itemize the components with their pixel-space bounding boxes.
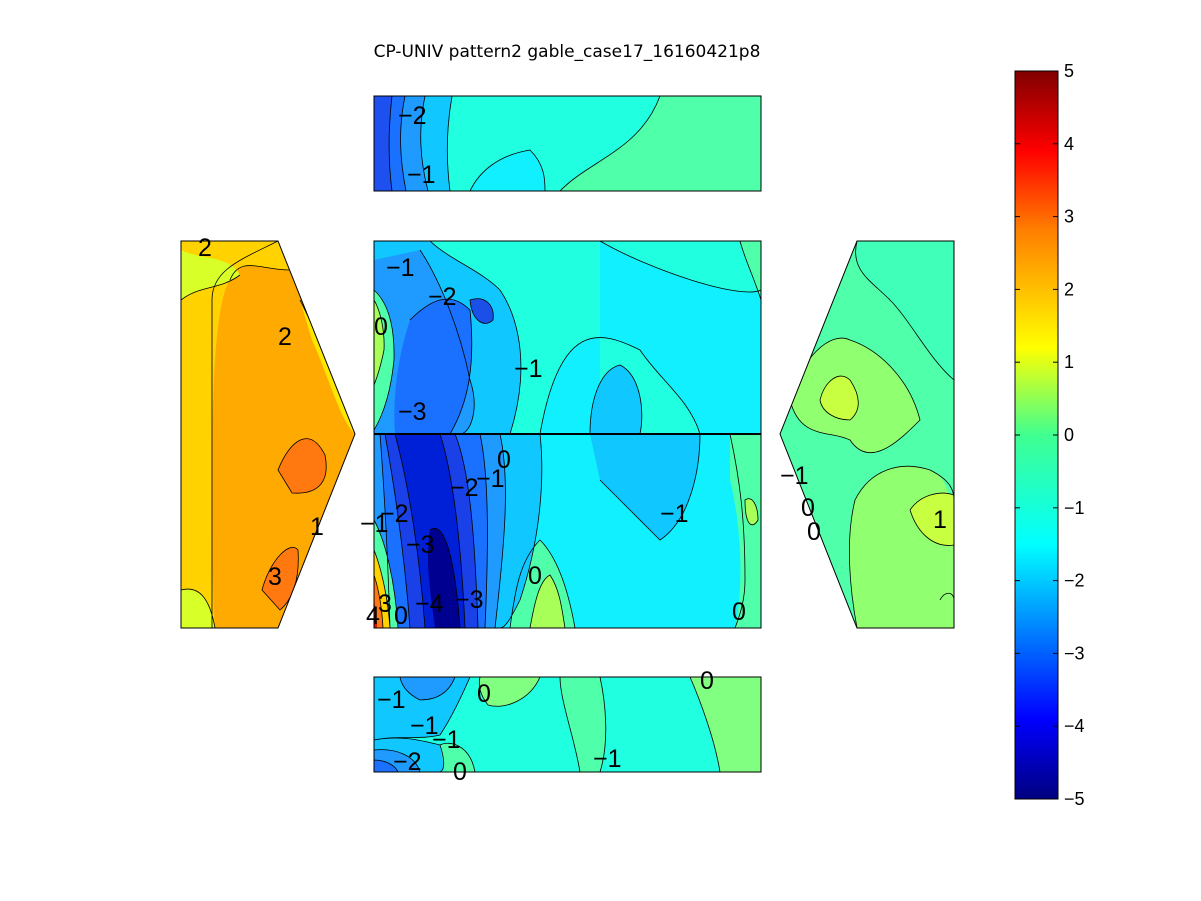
colorbar-tick-label: 5 [1064, 61, 1074, 81]
roof-upper-label-3: 0 [374, 313, 388, 341]
top-contour-lines [388, 96, 661, 191]
roof-lower-red-corner [374, 600, 377, 628]
left-region-orange-hot1 [278, 438, 327, 494]
roof-lower-label-7: −1 [360, 510, 389, 538]
right-gable-frame [779, 240, 955, 629]
left-region-lime-bottom [181, 589, 215, 628]
right-region-lime2 [910, 493, 954, 546]
colorbar-tick-label: −3 [1064, 643, 1085, 663]
roof-upper-blue-island [470, 298, 494, 324]
right-label-2: 0 [801, 494, 815, 522]
face-bottom-strip [374, 677, 761, 772]
top-contour-labels: −2 −1 [398, 102, 436, 189]
right-label-3: 0 [807, 518, 821, 546]
bottom-label-1: −1 [377, 686, 406, 714]
left-region-orange-hot2 [262, 547, 299, 610]
colorbar-gradient [1014, 70, 1059, 800]
right-region-green-top [855, 241, 954, 380]
colorbar-tick-label: 2 [1064, 279, 1074, 299]
roof-upper-label-4: −1 [514, 355, 543, 383]
left-region-yellow [181, 241, 290, 628]
left-label-2: 2 [278, 323, 292, 351]
right-region-lightgreen-corner [935, 593, 954, 628]
roof-lower-label-11: 4 [366, 602, 380, 630]
roof-lower-label-1: 0 [497, 446, 511, 474]
top-region-green [560, 96, 761, 191]
face-right-gable [780, 241, 954, 628]
bottom-region-green-right [690, 677, 761, 772]
bottom-label-2: −1 [410, 712, 439, 740]
roof-lower-lime-spot [745, 498, 758, 525]
roof-lower-darkblue [427, 528, 460, 628]
roof-lower-label-8: 0 [528, 562, 542, 590]
roof-lower-label-3: −2 [450, 474, 479, 502]
roof-lower-label-4: −1 [660, 500, 689, 528]
right-region-lightgreen-bottom [849, 466, 954, 628]
bottom-label-8: −1 [593, 745, 622, 773]
bottom-label-4: −1 [432, 726, 461, 754]
top-label-2: −1 [407, 161, 436, 189]
roof-lower-contour-lines [374, 433, 759, 628]
left-contour-lines [181, 241, 355, 628]
roof-upper-blue2 [394, 299, 472, 434]
roof-lower-label-10: −3 [455, 586, 484, 614]
bottom-region-cyan-top [374, 677, 470, 740]
right-region-lime1 [820, 376, 859, 420]
left-contour-labels: 2 2 1 3 [198, 234, 324, 591]
top-region-lightcyan [470, 150, 545, 191]
left-region-lime-top [181, 250, 240, 300]
roof-contour-labels: −1 −2 0 −1 −3 0 −1 −2 −1 −2 −3 −1 0 −4 −… [360, 254, 746, 630]
roof-lower-green-right [730, 434, 761, 628]
bottom-region-green-band [560, 677, 606, 772]
bottom-region-blue2-bottom [374, 760, 398, 772]
roof-upper-label-5: −3 [398, 398, 427, 426]
top-region-blue3 [374, 96, 392, 191]
right-label-1: −1 [780, 462, 809, 490]
colorbar-tick-label: 1 [1064, 352, 1074, 372]
bottom-label-5: −2 [393, 748, 422, 776]
colorbar-tick-label: 0 [1064, 425, 1074, 445]
roof-lower-label-13: 0 [394, 602, 408, 630]
roof-upper-label-1: −1 [386, 254, 415, 282]
roof-lower-label-5: −2 [380, 500, 409, 528]
roof-lower-label-2: −1 [476, 465, 505, 493]
roof-lower-label-14: 0 [732, 598, 746, 626]
roof-upper-contour-lines [374, 241, 761, 435]
chart-title: CP-UNIV pattern2 gable_case17_16160421p8 [374, 42, 761, 62]
left-label-3: 1 [310, 513, 324, 541]
colorbar-ticks: 5 4 3 2 1 0 −1 −2 −3 −4 −5 [1015, 61, 1085, 809]
colorbar-tick-label: −5 [1064, 789, 1085, 809]
left-label-4: 3 [268, 563, 282, 591]
roof-lower-label-6: −3 [406, 531, 435, 559]
bottom-label-3: 0 [477, 680, 491, 708]
right-contour-labels: −1 0 0 1 [780, 462, 947, 546]
top-label-1: −2 [398, 102, 427, 130]
bottom-contour-lines [374, 677, 721, 772]
colorbar-tick-label: −1 [1064, 498, 1085, 518]
bottom-region-green-mid [479, 677, 540, 707]
left-label-1: 2 [198, 234, 212, 262]
bottom-label-6: 0 [453, 758, 467, 786]
right-label-4: 1 [933, 506, 947, 534]
colorbar-tick-label: −4 [1064, 716, 1085, 736]
colorbar-tick-label: 4 [1064, 134, 1074, 154]
bottom-contour-labels: −1 −1 0 −1 −2 0 0 −1 [377, 667, 714, 786]
bottom-strip-frame [373, 676, 762, 773]
colorbar: 5 4 3 2 1 0 −1 −2 −3 −4 −5 [1014, 61, 1085, 809]
right-contour-lines [789, 241, 954, 628]
face-top-strip [374, 96, 761, 191]
roof-lower-cyan-mid [590, 434, 700, 540]
roof-lower-label-9: −4 [415, 590, 444, 618]
colorbar-tick-label: 3 [1064, 207, 1074, 227]
bottom-region-green-small [440, 743, 475, 772]
top-strip-frame [373, 95, 762, 192]
colorbar-tick-label: −2 [1064, 571, 1085, 591]
bottom-label-7: 0 [700, 667, 714, 695]
roof-upper-lightcyan [540, 241, 761, 434]
roof-lower-label-12: 3 [378, 590, 392, 618]
roof-upper-label-2: −2 [428, 283, 457, 311]
roof-upper-cyan-pocket [590, 365, 642, 434]
left-gable-frame [180, 240, 356, 629]
